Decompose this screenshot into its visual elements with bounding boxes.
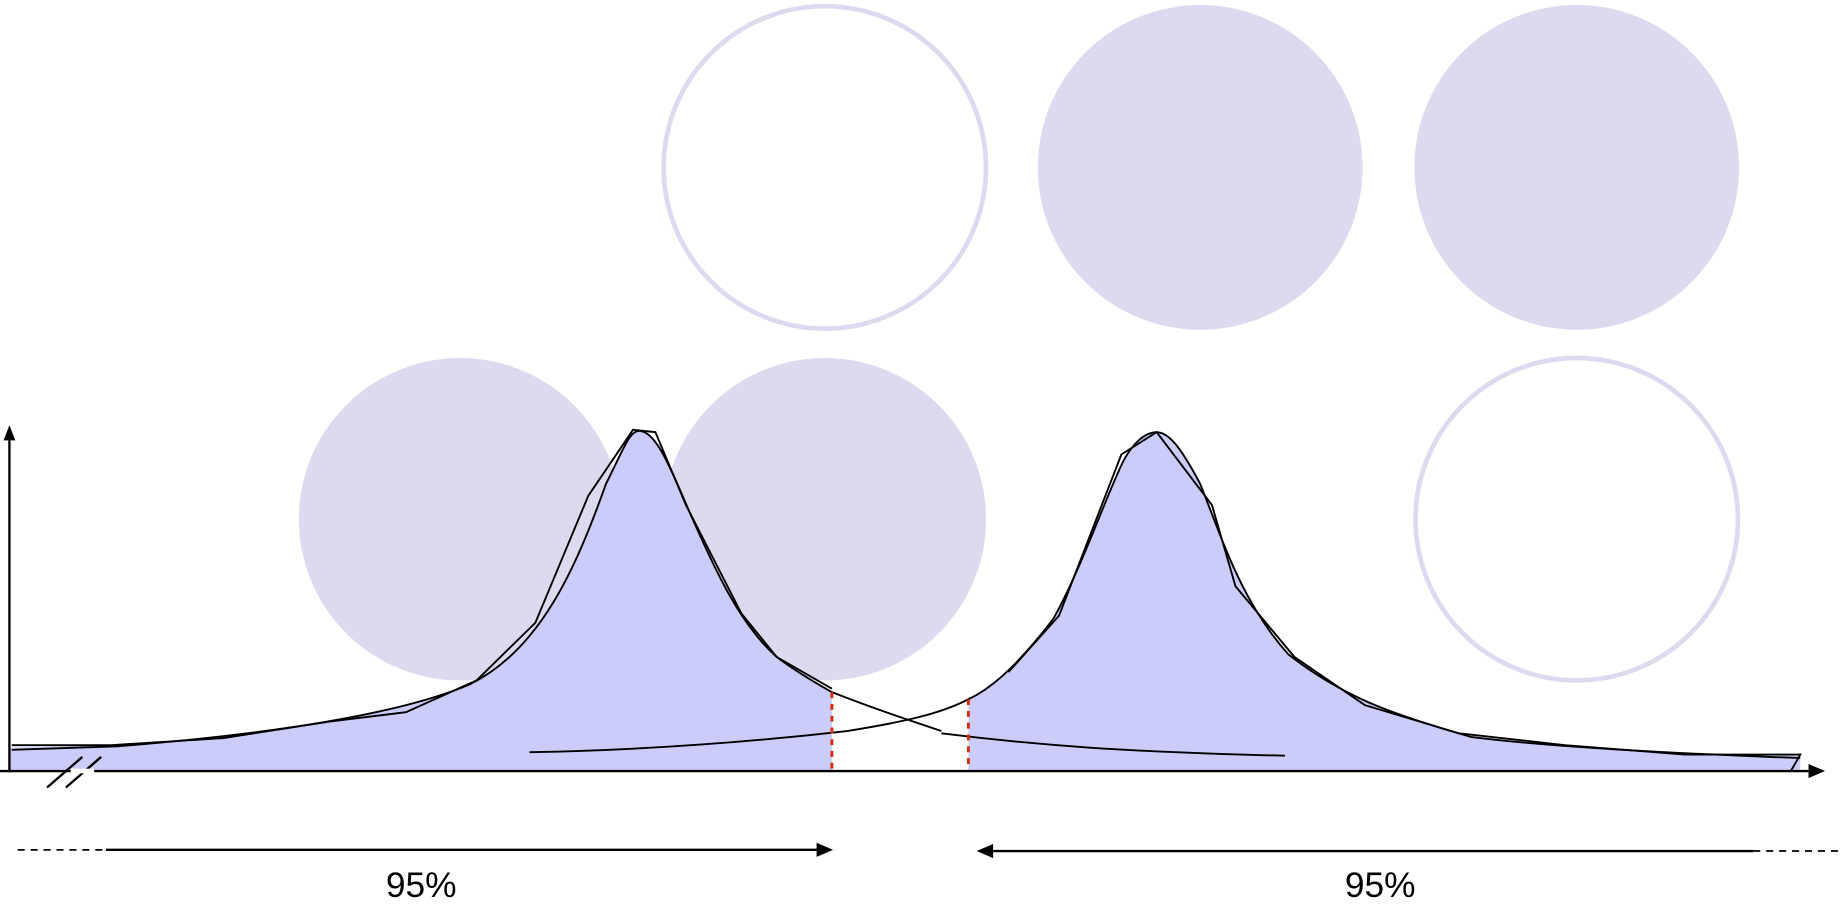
outlined-circle bbox=[664, 6, 986, 328]
right-label: 95% bbox=[1345, 866, 1416, 905]
outlined-circle bbox=[1416, 358, 1738, 680]
filled-circle bbox=[1040, 7, 1360, 327]
left-arrowhead bbox=[817, 843, 833, 857]
page: 95% 95% (() => { const data = JSON.parse… bbox=[0, 0, 1845, 909]
right-distribution-area bbox=[968, 432, 1800, 771]
right-arrowhead bbox=[977, 844, 993, 858]
diagram: 95% 95% bbox=[0, 0, 1845, 909]
x-axis-arrowhead bbox=[1809, 764, 1825, 778]
filled-circle bbox=[1417, 7, 1737, 327]
left-label: 95% bbox=[386, 866, 457, 905]
axis-break-gap bbox=[71, 769, 95, 774]
y-axis-arrowhead bbox=[4, 425, 16, 440]
